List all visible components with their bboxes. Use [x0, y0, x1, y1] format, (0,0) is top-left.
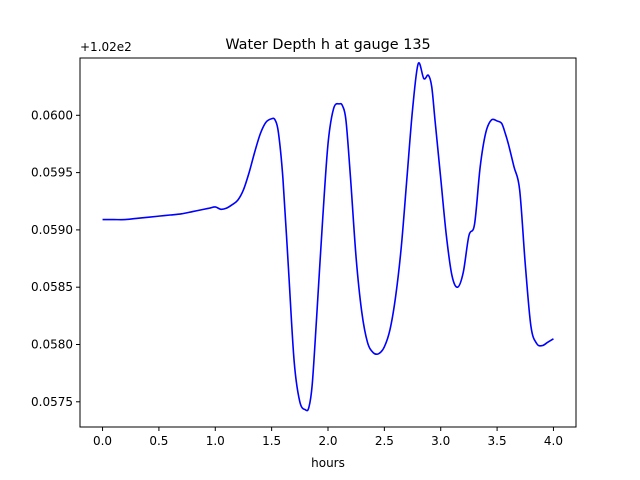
x-tick-label: 0.0	[93, 434, 112, 448]
x-ticks: 0.0 0.5 1.0 1.5 2.0 2.5 3.0 3.5 4.0	[93, 427, 563, 448]
x-tick-label: 0.5	[149, 434, 168, 448]
y-ticks: 0.0575 0.0580 0.0585 0.0590 0.0595 0.0600	[31, 108, 80, 409]
x-axis-label: hours	[311, 456, 345, 470]
y-tick-label: 0.0590	[31, 223, 73, 237]
x-tick-label: 3.5	[488, 434, 507, 448]
y-tick-label: 0.0585	[31, 280, 73, 294]
series-line	[102, 62, 554, 412]
series-layer	[102, 62, 554, 412]
y-offset-label: +1.02e2	[80, 40, 132, 54]
y-tick-label: 0.0575	[31, 395, 73, 409]
chart-title: Water Depth h at gauge 135	[225, 37, 430, 53]
x-tick-label: 3.0	[431, 434, 450, 448]
plot-area	[80, 58, 576, 427]
y-tick-label: 0.0580	[31, 337, 73, 351]
x-tick-label: 2.5	[375, 434, 394, 448]
y-tick-label: 0.0595	[31, 166, 73, 180]
x-tick-label: 4.0	[544, 434, 563, 448]
x-tick-label: 2.0	[318, 434, 337, 448]
x-tick-label: 1.0	[206, 434, 225, 448]
x-tick-label: 1.5	[262, 434, 281, 448]
y-tick-label: 0.0600	[31, 108, 73, 122]
